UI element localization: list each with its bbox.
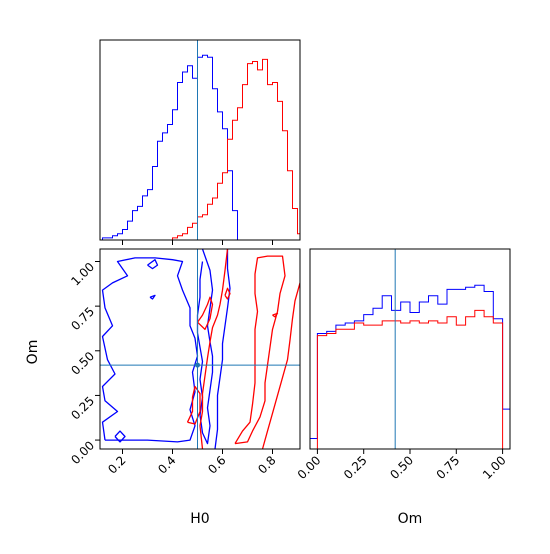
contour-red-island xyxy=(224,287,231,300)
contour-blue-island xyxy=(147,259,159,270)
truth-point xyxy=(195,362,200,368)
contour-red-island xyxy=(272,312,279,318)
contour-red-island xyxy=(196,296,214,331)
contour-y-tick-label: 0.75 xyxy=(68,304,97,333)
om-x-tick-label: 0.25 xyxy=(341,453,370,482)
contour-blue-inner xyxy=(196,249,214,445)
om-histogram-panel: 0.00 0.25 0.50 0.75 1.00 xyxy=(295,248,511,482)
x-axis-label-om: Om xyxy=(398,511,423,527)
contour-frame xyxy=(99,248,301,450)
om-vs-h0-contour-panel: 0.2 0.4 0.6 0.8 0.00 0.25 0.50 0.75 1.00 xyxy=(68,248,301,477)
contour-y-tick-label: 0.25 xyxy=(68,394,97,423)
contour-y-tick-label: 0.50 xyxy=(68,349,97,378)
contour-red-island xyxy=(186,385,201,425)
om-hist-series-blue xyxy=(310,284,510,439)
contour-y-tick-label: 1.00 xyxy=(68,260,97,289)
om-hist-series-red xyxy=(316,309,504,449)
contour-blue-right xyxy=(214,249,231,449)
contour-blue-island xyxy=(114,430,126,443)
contour-x-tick-label: 0.8 xyxy=(255,453,278,476)
om-x-tick-label: 0.00 xyxy=(295,453,324,482)
contour-blue-outer xyxy=(101,257,199,443)
h0-histogram-panel xyxy=(99,39,301,245)
contour-y-tick-label: 0.00 xyxy=(68,438,97,467)
h0-hist-series-red xyxy=(172,58,300,240)
h0-frame xyxy=(99,39,301,241)
contour-red-inner xyxy=(234,255,286,445)
contour-x-tick-label: 0.6 xyxy=(205,453,228,476)
contour-red-outer xyxy=(199,249,229,449)
om-x-tick-label: 1.00 xyxy=(480,453,509,482)
contour-red-outer-right xyxy=(261,282,300,449)
contour-x-tick-label: 0.4 xyxy=(155,453,178,476)
y-axis-label-om: Om xyxy=(25,340,41,365)
om-frame xyxy=(309,248,511,450)
om-x-tick-label: 0.50 xyxy=(387,453,416,482)
h0-hist-series-blue xyxy=(100,54,243,240)
contour-blue-island xyxy=(149,294,156,300)
om-x-tick-label: 0.75 xyxy=(434,453,463,482)
x-axis-label-h0: H0 xyxy=(190,511,209,527)
contour-x-tick-label: 0.2 xyxy=(105,453,128,476)
